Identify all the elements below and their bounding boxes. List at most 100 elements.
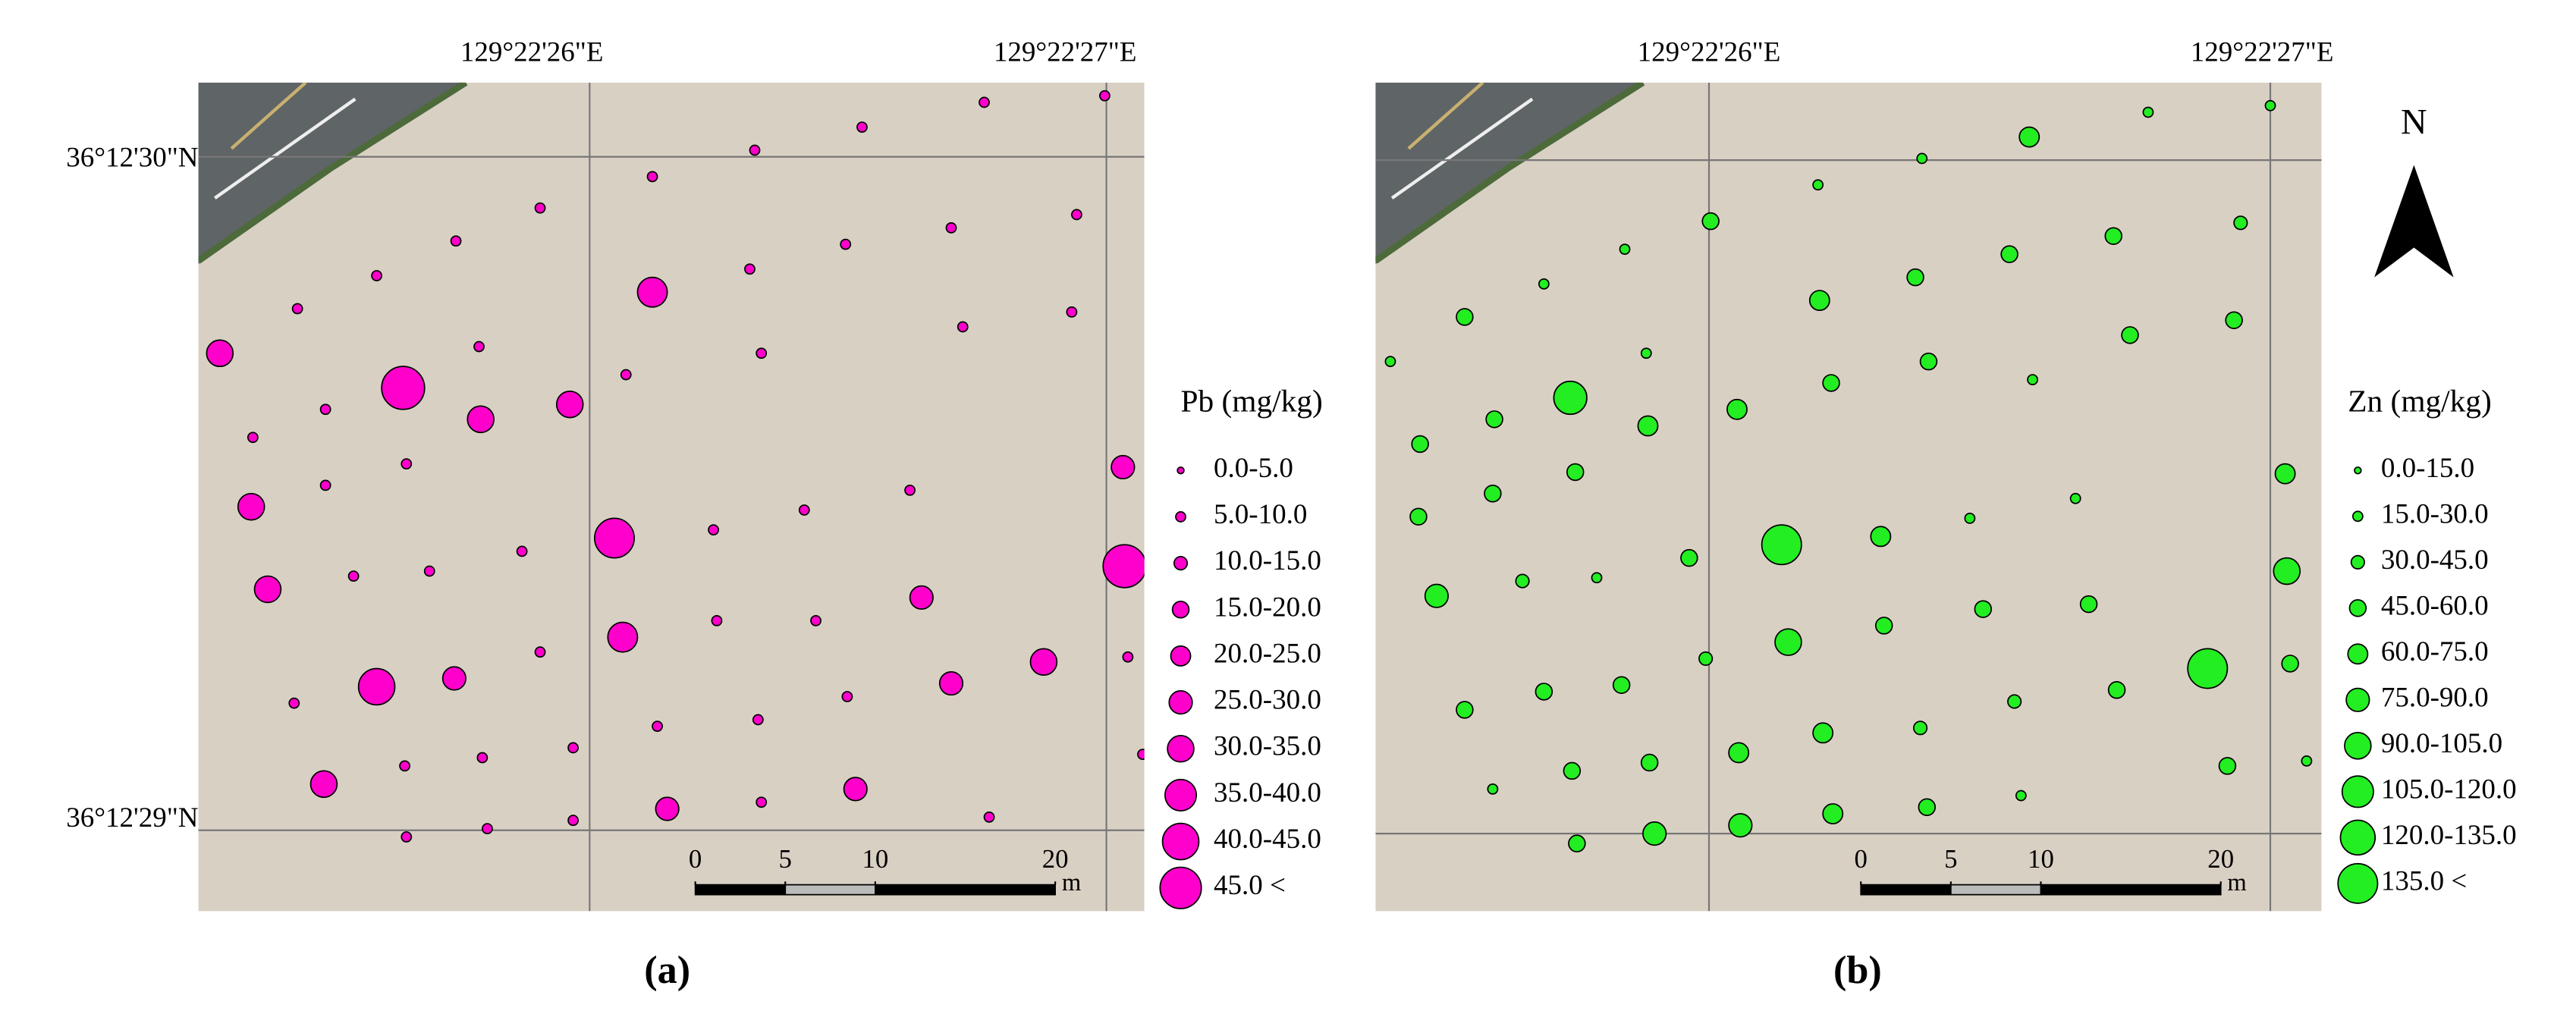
sample-point — [1637, 415, 1659, 437]
sample-point — [2027, 374, 2038, 385]
road-line — [230, 82, 307, 150]
sample-point — [2015, 790, 2027, 802]
legend-label: 0.0-15.0 — [2381, 453, 2474, 484]
sample-point — [1812, 179, 1824, 191]
sample-point — [476, 752, 488, 764]
sample-point — [646, 171, 658, 183]
road-line — [1407, 82, 1484, 150]
scale-segment — [784, 884, 876, 896]
legend-symbol — [2339, 819, 2377, 856]
legend-label: 60.0-75.0 — [2381, 636, 2489, 667]
sample-point — [1918, 798, 1937, 817]
sample-point — [938, 670, 964, 696]
samples — [206, 89, 1145, 843]
sample-point — [1487, 783, 1499, 795]
sample-point — [1485, 410, 1503, 429]
vegetation — [198, 82, 468, 264]
sample-point — [810, 614, 821, 626]
sample-point — [1812, 722, 1834, 744]
sample-point — [381, 366, 426, 410]
sample-point — [1137, 749, 1145, 761]
sample-point — [1642, 821, 1667, 846]
sample-point — [1874, 617, 1893, 635]
panel-label: (b) — [1833, 948, 1882, 992]
sample-point — [1680, 548, 1698, 567]
sample-point — [534, 646, 546, 658]
map-a — [198, 82, 1145, 912]
legend-symbol — [2354, 466, 2362, 475]
sample-point — [620, 369, 632, 381]
legend-symbol — [2345, 687, 2370, 712]
sample-point — [423, 565, 435, 577]
sample-point — [1066, 306, 1078, 318]
sample-point — [2007, 694, 2022, 709]
sample-point — [237, 492, 265, 521]
sample-point — [1822, 803, 1844, 824]
scale-tick-label: 5 — [1944, 844, 1957, 874]
sample-point — [319, 403, 331, 416]
legend-symbol — [1173, 556, 1189, 571]
sample-point — [473, 341, 485, 353]
sample-point — [752, 714, 764, 726]
sample-point — [2069, 492, 2081, 504]
legend-label: 90.0-105.0 — [2381, 728, 2502, 759]
scale-tick-label: 0 — [1855, 844, 1868, 874]
sample-point — [1099, 89, 1111, 102]
legend-symbol — [2350, 554, 2365, 570]
latitude-label: 36°12'29"N — [66, 802, 198, 833]
sample-point — [567, 815, 579, 827]
scale-tick-label: 5 — [779, 844, 792, 874]
legend-label: 20.0-25.0 — [1214, 638, 1321, 669]
legend-symbol — [1161, 822, 1200, 861]
sample-point — [983, 811, 995, 823]
road — [198, 82, 463, 265]
north-arrow — [2374, 165, 2454, 278]
sample-point — [744, 263, 756, 275]
sample-point — [1424, 583, 1449, 608]
panel-label: (a) — [644, 948, 690, 992]
scale-tick-label: 10 — [862, 844, 888, 874]
sample-point — [1456, 701, 1474, 719]
sample-point — [1409, 507, 1428, 526]
sample-point — [309, 770, 338, 799]
legend-title: Pb (mg/kg) — [1181, 384, 1323, 419]
samples — [1384, 99, 2313, 852]
sample-point — [652, 720, 663, 733]
sample-point — [1822, 374, 1840, 392]
legend-label: 40.0-45.0 — [1214, 824, 1321, 855]
sample-point — [841, 691, 853, 702]
sample-point — [253, 575, 282, 604]
sample-point — [2142, 106, 2154, 118]
legend-label: 25.0-30.0 — [1214, 685, 1321, 716]
sample-point — [756, 347, 768, 359]
sample-point — [1612, 676, 1631, 694]
sample-point — [1111, 454, 1136, 480]
sample-point — [206, 339, 234, 368]
legend-label: 75.0-90.0 — [2381, 682, 2489, 713]
sample-point — [401, 458, 413, 469]
legend-title: Zn (mg/kg) — [2348, 384, 2491, 419]
legend-label: 30.0-35.0 — [1214, 731, 1321, 762]
sample-point — [567, 742, 579, 754]
scale-segment — [1860, 884, 1952, 896]
sample-point — [1071, 209, 1082, 221]
sand — [1375, 82, 2322, 912]
sample-point — [319, 479, 331, 491]
legend-symbol — [1175, 511, 1186, 523]
sample-point — [957, 321, 969, 333]
sample-point — [1568, 834, 1586, 852]
scale-segment — [875, 884, 1056, 896]
sample-point — [749, 144, 761, 156]
sample-point — [1456, 308, 1474, 326]
legend-symbol — [2347, 643, 2369, 665]
legend-symbol — [2351, 510, 2364, 523]
road-line — [214, 97, 357, 199]
sample-point — [288, 697, 300, 709]
legend-symbol — [2337, 862, 2379, 904]
sample-point — [2273, 557, 2301, 585]
sample-point — [1553, 380, 1588, 416]
sample-point — [1535, 683, 1553, 701]
map-b — [1375, 82, 2322, 912]
scale-tick-label: 20 — [1042, 844, 1069, 874]
